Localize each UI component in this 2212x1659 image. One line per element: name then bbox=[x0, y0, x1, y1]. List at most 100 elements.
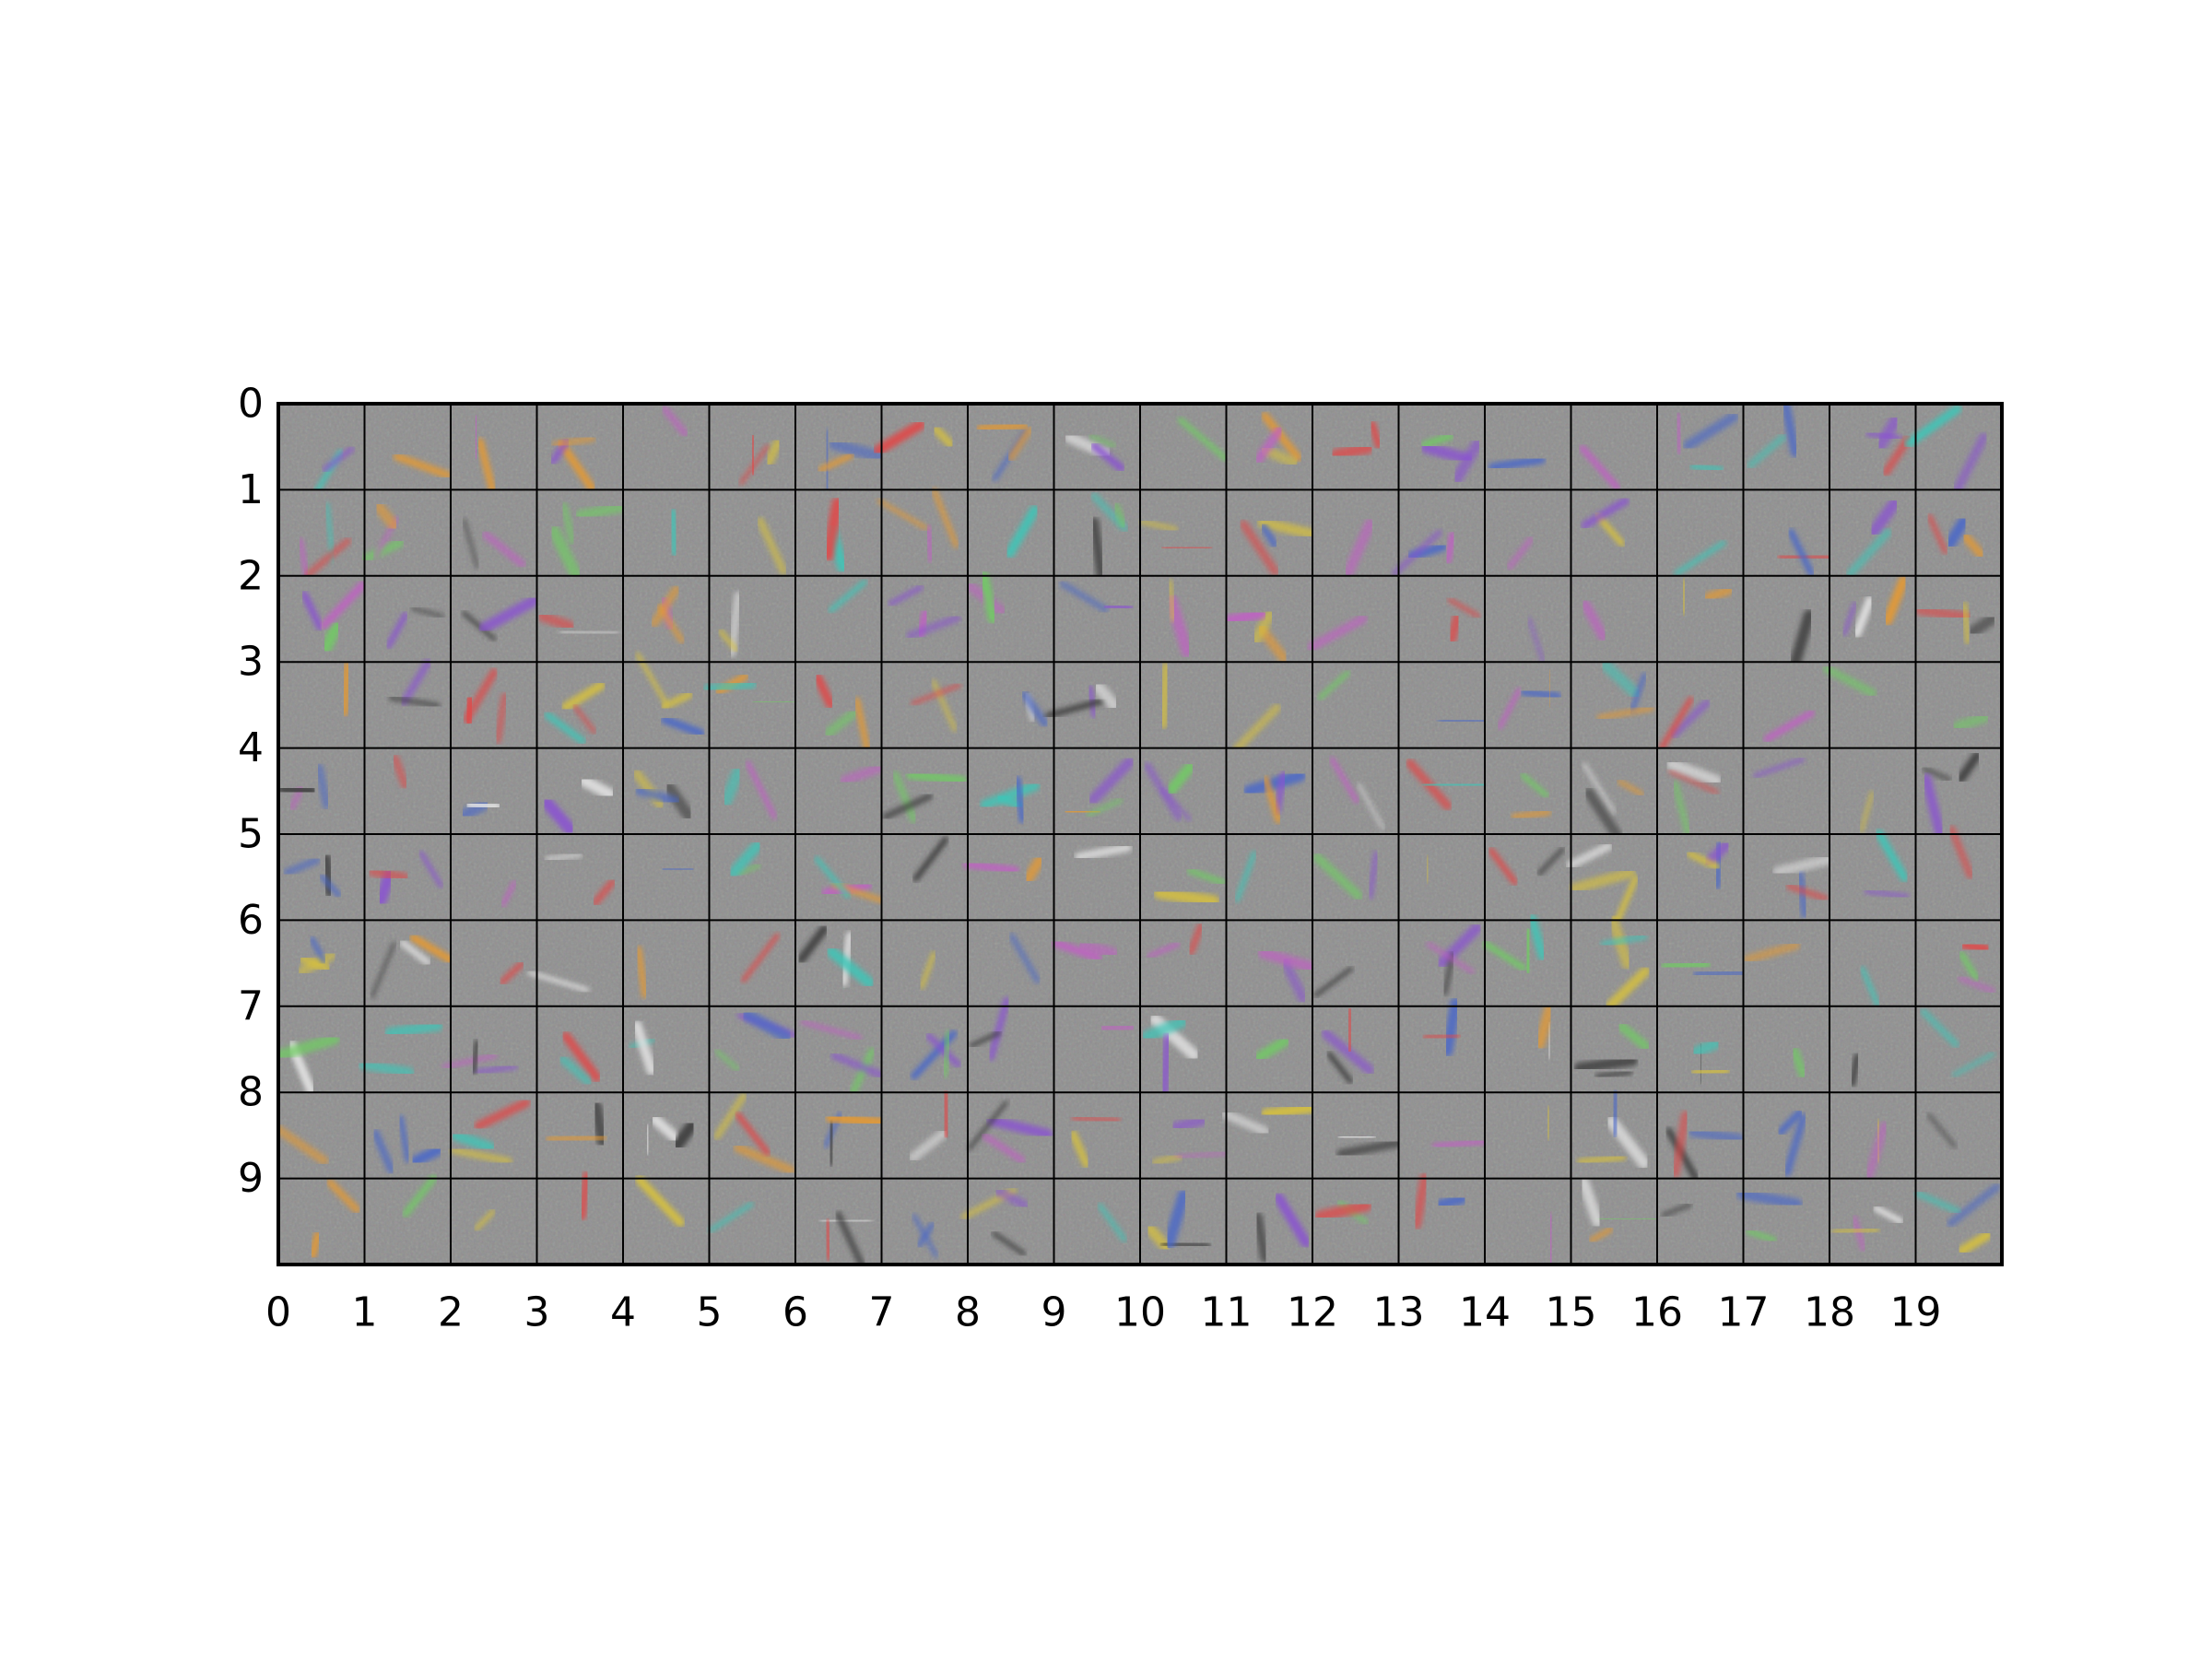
cell-texture bbox=[968, 834, 1054, 920]
filter-cell bbox=[278, 576, 365, 662]
filter-cell bbox=[1312, 920, 1399, 1006]
cell-texture bbox=[1744, 489, 1830, 575]
cell-texture bbox=[623, 1006, 710, 1092]
filter-cell bbox=[710, 748, 796, 834]
y-tick-label: 9 bbox=[238, 1155, 264, 1202]
feature-stroke bbox=[1159, 893, 1214, 901]
filter-cell bbox=[1485, 1006, 1571, 1092]
filter-cell bbox=[1312, 1006, 1399, 1092]
cell-texture bbox=[1485, 662, 1571, 747]
y-axis: 0123456789 bbox=[238, 381, 264, 1203]
filter-cell bbox=[968, 576, 1054, 662]
cell-texture bbox=[623, 489, 710, 575]
filter-cell bbox=[1916, 489, 2003, 575]
y-tick-label: 2 bbox=[238, 552, 264, 599]
filter-cell bbox=[1744, 920, 1830, 1006]
feature-stroke bbox=[1335, 448, 1369, 455]
filter-cell bbox=[1140, 1179, 1227, 1265]
filter-cell bbox=[1830, 1092, 1916, 1178]
cell-texture bbox=[968, 1006, 1054, 1092]
feature-stroke bbox=[1163, 1039, 1168, 1098]
cell-texture bbox=[623, 920, 710, 1006]
filter-cell bbox=[1571, 1179, 1658, 1265]
cell-texture bbox=[451, 748, 537, 834]
feature-stroke bbox=[1074, 1118, 1117, 1121]
filter-cell bbox=[1485, 404, 1571, 489]
filter-cell bbox=[1916, 1179, 2003, 1265]
filter-cell bbox=[1227, 1179, 1313, 1265]
filter-cell bbox=[278, 404, 365, 493]
filter-cell bbox=[882, 1179, 969, 1265]
filter-cell bbox=[1744, 662, 1830, 747]
filter-cell bbox=[451, 1092, 537, 1178]
filter-cell bbox=[1227, 576, 1313, 662]
cell-texture bbox=[537, 834, 624, 920]
feature-stroke bbox=[1698, 972, 1749, 975]
filter-cell bbox=[1312, 576, 1398, 662]
cell-texture bbox=[1657, 1179, 1744, 1265]
filter-cell bbox=[1571, 1006, 1658, 1092]
filter-cell bbox=[1054, 576, 1141, 662]
filter-cell bbox=[451, 662, 537, 747]
filter-cell bbox=[1312, 1092, 1399, 1178]
cell-texture bbox=[365, 1179, 452, 1265]
cell-texture bbox=[451, 1006, 537, 1092]
filter-cell bbox=[1916, 576, 2003, 662]
feature-stroke bbox=[827, 431, 828, 491]
filter-cell bbox=[623, 489, 710, 575]
cell-texture bbox=[1227, 1179, 1313, 1265]
cell-texture bbox=[795, 1092, 882, 1178]
feature-stroke bbox=[476, 419, 477, 455]
filter-cell bbox=[1054, 748, 1141, 834]
filter-cell bbox=[1485, 1092, 1571, 1178]
feature-stroke bbox=[1428, 784, 1488, 785]
filter-cell bbox=[1571, 662, 1658, 747]
x-tick-label: 12 bbox=[1287, 1289, 1338, 1336]
cell-texture bbox=[1744, 576, 1830, 662]
cell-texture bbox=[1140, 489, 1227, 575]
filter-cell bbox=[1140, 576, 1227, 662]
x-tick-label: 3 bbox=[524, 1289, 550, 1336]
x-tick-label: 9 bbox=[1041, 1289, 1067, 1336]
filter-cell bbox=[710, 920, 796, 1006]
cell-texture bbox=[795, 748, 882, 834]
filter-cell bbox=[537, 1175, 624, 1265]
filter-cell bbox=[1744, 1006, 1830, 1092]
feature-stroke bbox=[752, 439, 753, 472]
feature-stroke bbox=[1441, 720, 1487, 721]
feature-stroke bbox=[1677, 416, 1680, 451]
filter-cell bbox=[1571, 489, 1658, 575]
feature-stroke bbox=[390, 1026, 438, 1033]
feature-stroke bbox=[1230, 613, 1262, 619]
feature-stroke bbox=[1834, 1230, 1877, 1232]
feature-stroke bbox=[1695, 1071, 1727, 1074]
filter-cell bbox=[537, 576, 624, 662]
filter-cell bbox=[878, 404, 968, 489]
filter-cell bbox=[1657, 576, 1744, 662]
x-tick-label: 7 bbox=[869, 1289, 895, 1336]
plot-area bbox=[276, 401, 2002, 1266]
filter-cell bbox=[1916, 830, 2003, 921]
filter-cell bbox=[1830, 1179, 1916, 1265]
filter-cell bbox=[1227, 1006, 1313, 1092]
cell-texture bbox=[1744, 1006, 1830, 1092]
filter-cell bbox=[530, 920, 623, 1006]
x-tick-label: 13 bbox=[1373, 1289, 1425, 1336]
cell-texture bbox=[1744, 834, 1830, 920]
x-tick-label: 18 bbox=[1804, 1289, 1855, 1336]
feature-stroke bbox=[823, 1220, 869, 1221]
filter-cell bbox=[1226, 1092, 1312, 1178]
filter-cell bbox=[1657, 748, 1744, 834]
filter-cell bbox=[968, 748, 1054, 834]
filter-cell bbox=[1830, 833, 1916, 921]
cell-texture bbox=[1399, 1092, 1486, 1178]
filter-cell bbox=[278, 489, 365, 576]
cell-texture bbox=[365, 576, 452, 662]
cell-texture bbox=[1571, 748, 1658, 834]
filter-cell bbox=[1399, 1092, 1487, 1178]
filter-cell bbox=[1054, 834, 1141, 920]
filter-cell bbox=[1909, 404, 2002, 490]
filter-cell bbox=[1054, 920, 1141, 1006]
cell-texture bbox=[1140, 748, 1227, 834]
filter-cell bbox=[879, 489, 968, 575]
